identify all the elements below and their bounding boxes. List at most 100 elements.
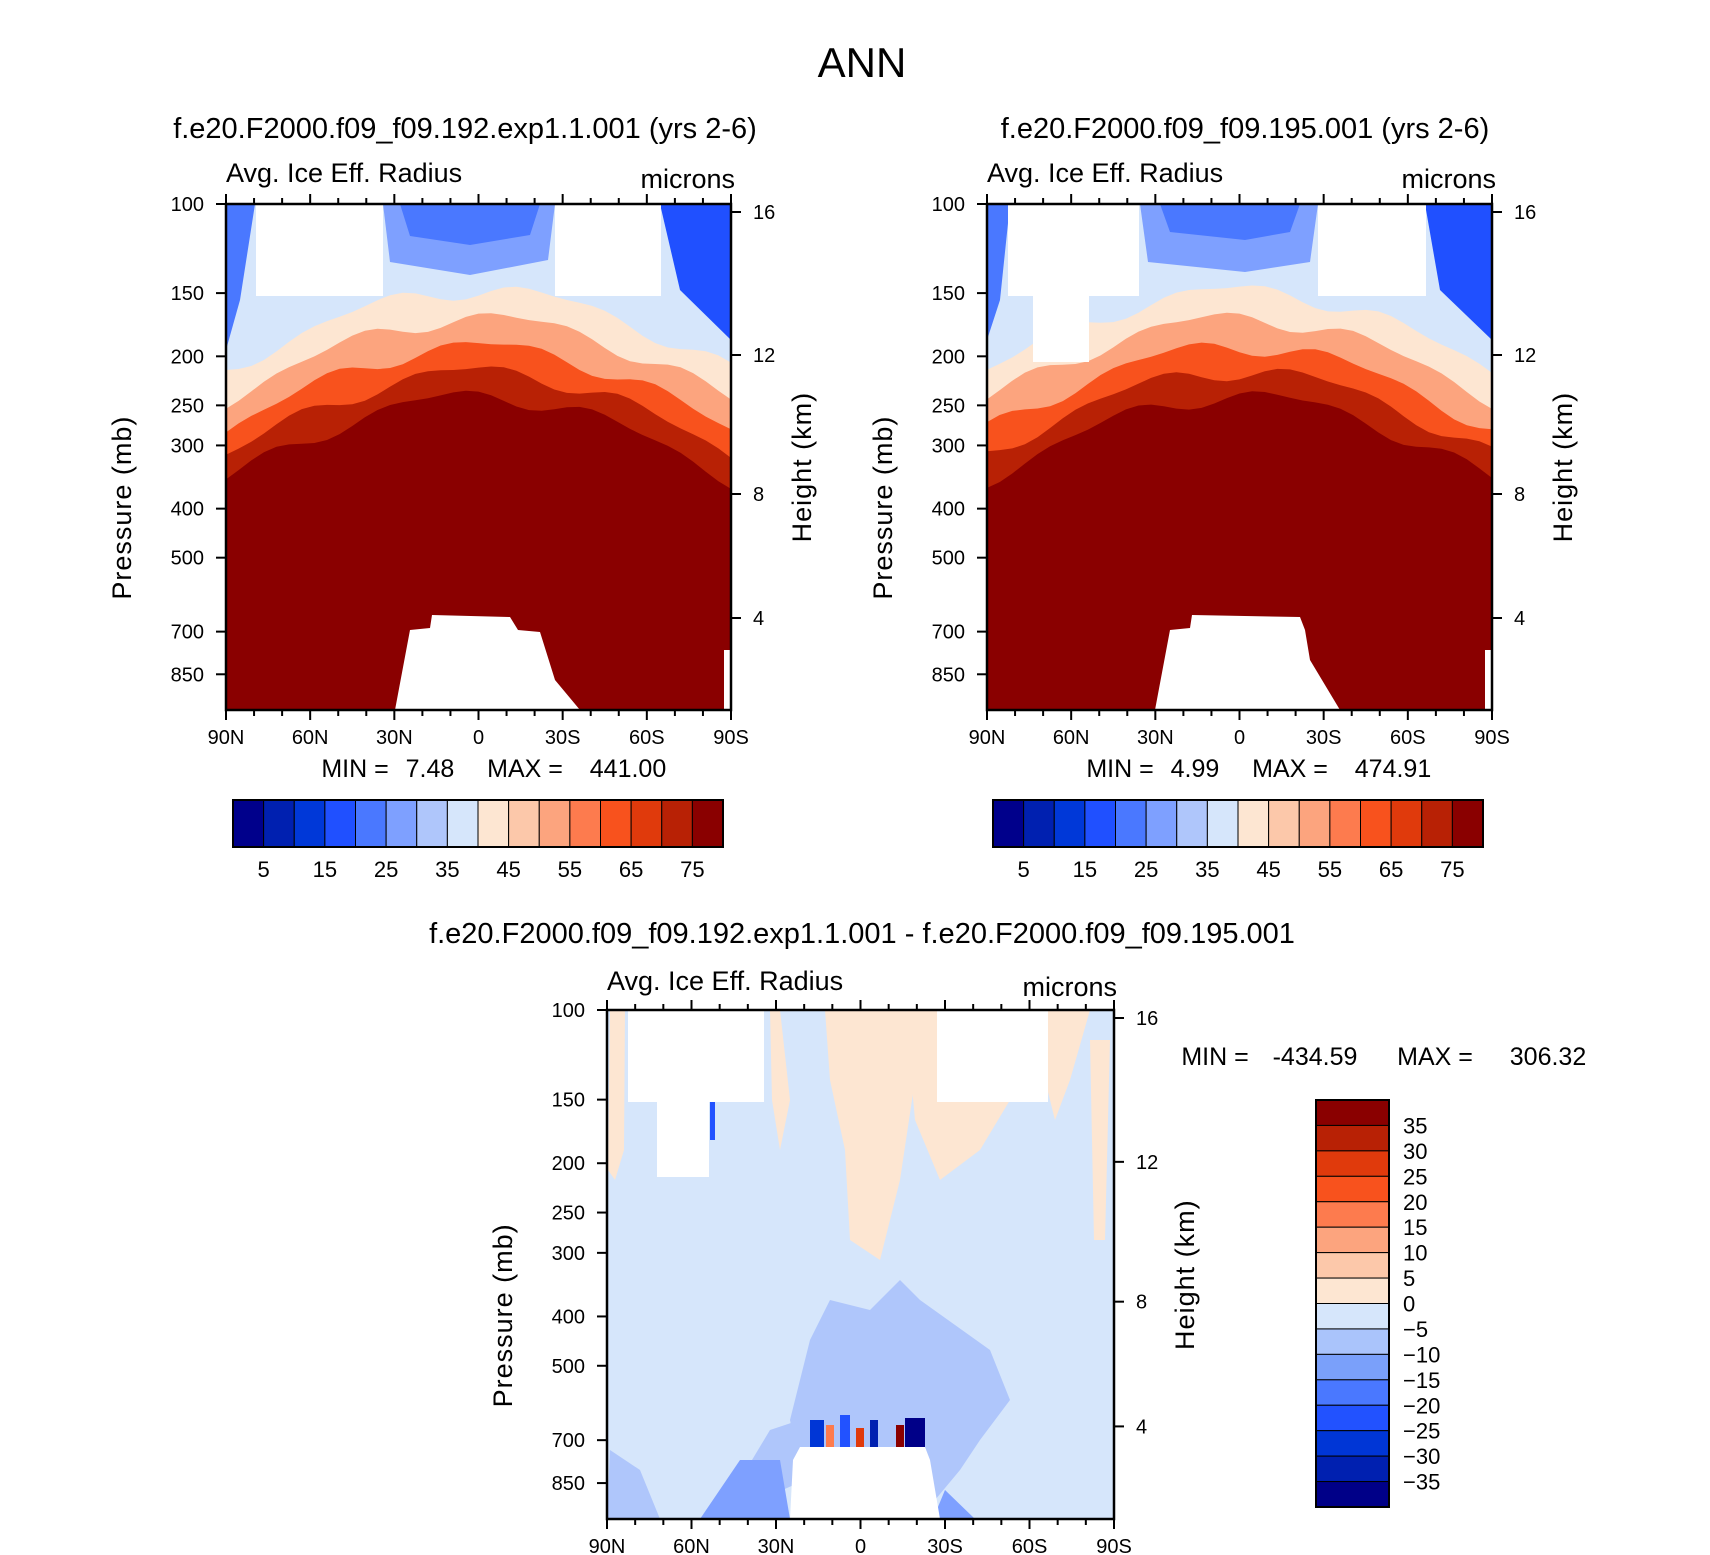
height-tick-label: 12 — [1136, 1152, 1158, 1174]
pressure-axis-title: Pressure (mb) — [488, 1223, 518, 1407]
colorbar-swatch — [1315, 1303, 1390, 1330]
colorbar-label: 15 — [1403, 1215, 1427, 1240]
lat-tick-label: 30N — [1137, 727, 1174, 749]
colorbar-label: 65 — [1379, 857, 1403, 882]
colorbar-label: −15 — [1403, 1368, 1440, 1393]
colorbar-swatch — [1315, 1124, 1390, 1152]
colorbar-swatch — [1315, 1353, 1390, 1381]
panel-2-field — [987, 204, 1492, 710]
pressure-axis-title: Pressure (mb) — [868, 416, 898, 600]
colorbar-swatch — [1315, 1379, 1390, 1406]
height-axis-title: Height (km) — [1548, 392, 1578, 543]
pressure-tick-label: 500 — [171, 548, 204, 570]
height-tick-label: 16 — [1136, 1008, 1158, 1030]
panel-3-pos-patch-6 — [1090, 1040, 1110, 1240]
colorbar-swatch — [1315, 1328, 1390, 1355]
height-tick-label: 4 — [1136, 1416, 1147, 1438]
panel-3-pos-patch-1 — [608, 1010, 625, 1180]
lat-tick-label: 30N — [376, 727, 413, 749]
colorbar-swatch — [1268, 799, 1300, 848]
panel-1-south-blue — [660, 204, 731, 340]
pressure-axis-title: Pressure (mb) — [107, 416, 137, 600]
panel-3-mask-step — [657, 1010, 709, 1177]
panel-3-neg-patch-6 — [933, 1490, 975, 1519]
lat-tick-label: 30S — [1306, 727, 1342, 749]
panel-2-axes: 100 150 200 250 300 400 500 700 850 90N 60N 30N 0 30S… — [868, 194, 1578, 749]
colorbar-swatch — [1315, 1175, 1390, 1203]
colorbar-label: 0 — [1403, 1292, 1415, 1317]
colorbar-label: −10 — [1403, 1342, 1440, 1367]
colorbar-frame — [1315, 1099, 1390, 1508]
panel-3-units: microns — [1022, 972, 1117, 1002]
colorbar-label: 15 — [313, 857, 337, 882]
panel-1-contour-75 — [226, 390, 731, 710]
colorbar-label: 75 — [680, 857, 704, 882]
panel-3-neg-patch-4 — [607, 1450, 660, 1519]
colorbar-swatch — [1237, 799, 1270, 848]
pressure-tick-label: 200 — [552, 1153, 585, 1175]
colorbar-label: 25 — [1134, 857, 1158, 882]
panel-2-mask-step — [1033, 204, 1089, 362]
colorbar-label: 10 — [1403, 1241, 1427, 1266]
panel-1-field — [226, 204, 731, 710]
panel-1-max-value: 441.00 — [590, 755, 666, 783]
colorbar-label: 15 — [1073, 857, 1097, 882]
panel-2-min-label: MIN = — [1086, 755, 1153, 783]
height-tick-label: 8 — [753, 484, 764, 506]
panel-3-topography — [790, 1447, 940, 1519]
lat-tick-label: 30N — [758, 1536, 795, 1555]
pressure-tick-label: 700 — [932, 622, 965, 644]
height-tick-label: 16 — [753, 202, 775, 224]
colorbar-swatch — [1084, 799, 1116, 848]
colorbar-swatch — [1315, 1430, 1390, 1457]
pressure-tick-label: 100 — [552, 1000, 585, 1022]
colorbar-label: 55 — [1318, 857, 1342, 882]
lat-tick-label: 0 — [473, 727, 484, 749]
colorbar-swatch — [538, 799, 571, 848]
colorbar-label: 55 — [558, 857, 582, 882]
panel-2-mid-blue-2 — [1160, 204, 1300, 240]
colorbar-swatch — [1023, 799, 1055, 848]
panel-1-mask-nw — [256, 204, 383, 296]
colorbar-swatch — [1451, 799, 1484, 848]
panel-3-neg-patch-1 — [790, 1280, 935, 1470]
lat-tick-label: 60S — [1012, 1536, 1048, 1555]
lat-tick-label: 0 — [855, 1536, 866, 1555]
panel-2: f.e20.F2000.f09_f09.195.001 (yrs 2-6) Av… — [868, 113, 1578, 882]
panel-1-mid-blue-2 — [400, 204, 540, 245]
height-axis-title: Height (km) — [787, 392, 817, 543]
panel-3-mask-ne — [937, 1010, 1048, 1102]
pressure-tick-label: 400 — [171, 499, 204, 521]
pressure-tick-label: 700 — [171, 622, 204, 644]
panel-2-min-value: 4.99 — [1171, 755, 1220, 783]
panel-3-max-value: 306.32 — [1510, 1043, 1586, 1071]
panel-1-colorbar: 5 15 25 35 45 55 65 75 — [232, 799, 724, 882]
panel-1-units: microns — [640, 164, 735, 194]
colorbar-swatch — [1315, 1455, 1390, 1483]
colorbar-swatch — [232, 799, 265, 848]
colorbar-label: 25 — [374, 857, 398, 882]
colorbar-swatch — [691, 799, 724, 848]
panel-3-strong-pos-1 — [826, 1425, 834, 1449]
colorbar-label: 5 — [258, 857, 270, 882]
lat-tick-label: 60N — [1053, 727, 1090, 749]
colorbar-label: −20 — [1403, 1393, 1440, 1418]
height-tick-label: 4 — [753, 608, 764, 630]
panel-2-contour-75 — [987, 391, 1492, 710]
panel-3-variable: Avg. Ice Eff. Radius — [607, 966, 843, 996]
colorbar-swatch — [508, 799, 540, 848]
panel-2-south-blue — [1425, 204, 1492, 340]
colorbar-swatch — [600, 799, 632, 848]
colorbar-label: 65 — [619, 857, 643, 882]
colorbar-swatch — [661, 799, 693, 848]
panel-2-variable: Avg. Ice Eff. Radius — [987, 158, 1223, 188]
colorbar-label: 5 — [1403, 1266, 1415, 1291]
panel-1-variable: Avg. Ice Eff. Radius — [226, 158, 462, 188]
lat-tick-label: 30S — [927, 1536, 963, 1555]
panel-3-max-label: MAX = — [1397, 1043, 1473, 1071]
panel-3-pos-patch-3 — [825, 1010, 915, 1260]
height-axis-title: Height (km) — [1170, 1199, 1200, 1350]
pressure-tick-label: 850 — [171, 664, 204, 686]
panel-3-strong-neg-2 — [840, 1415, 850, 1450]
